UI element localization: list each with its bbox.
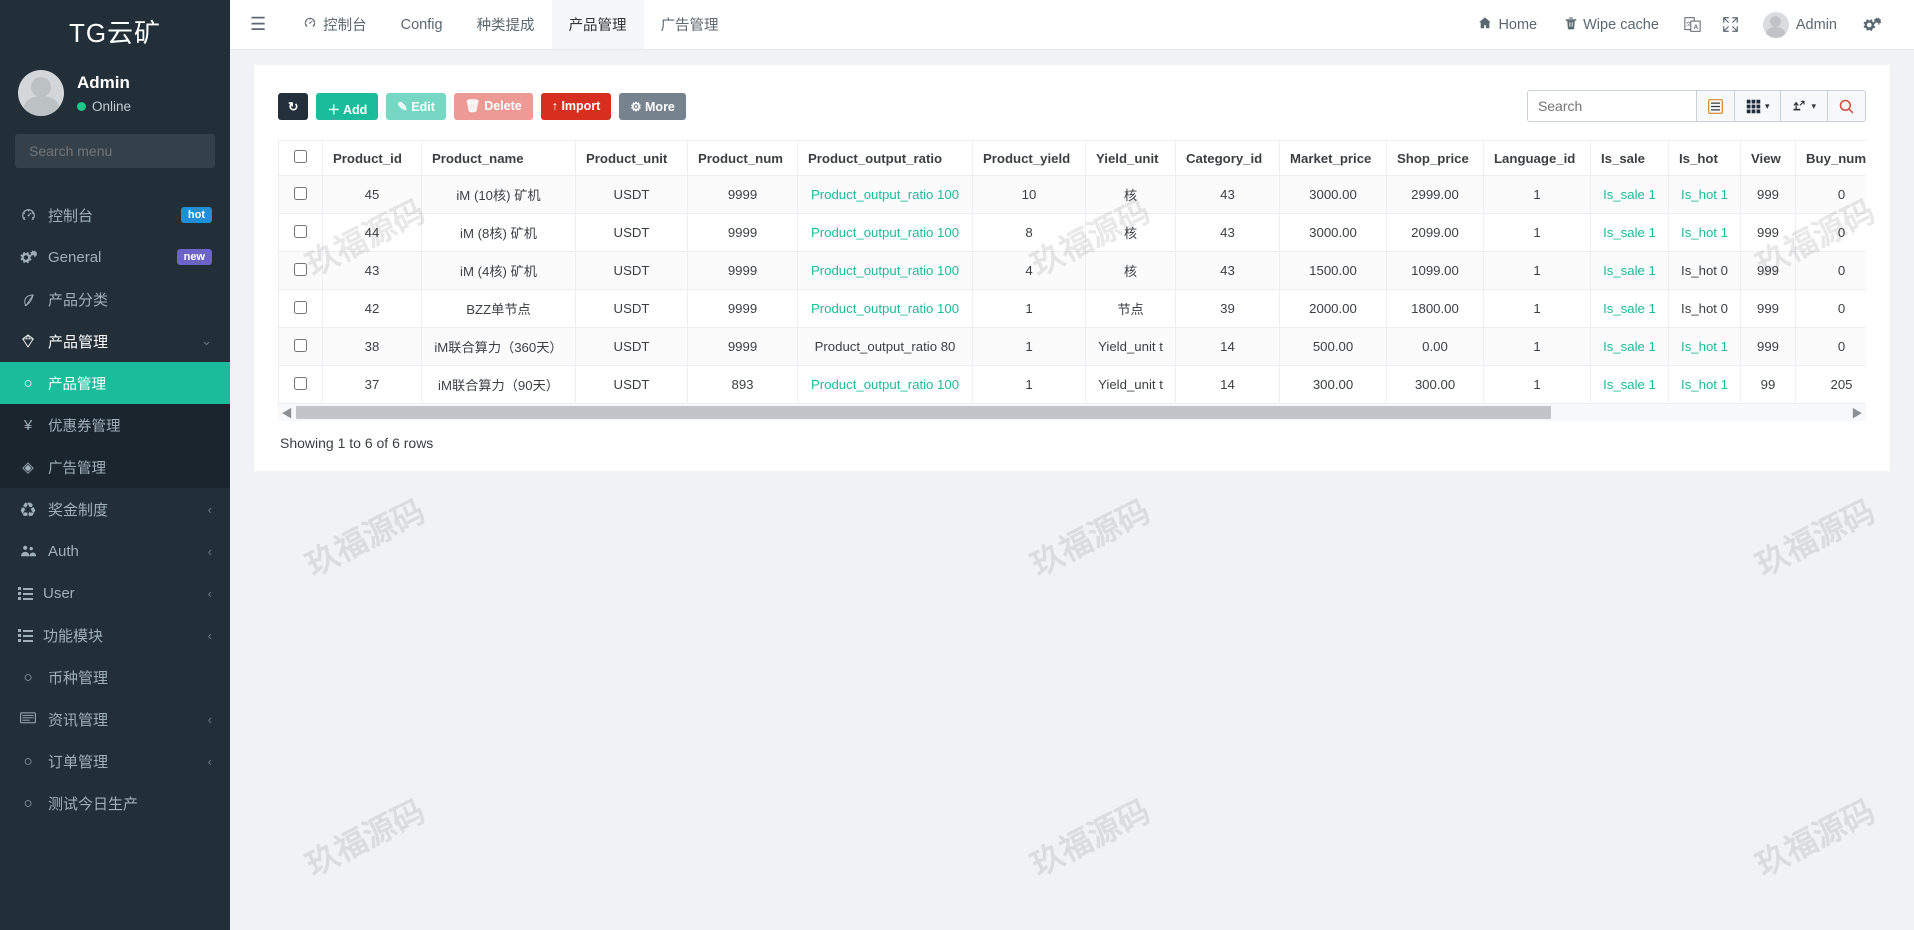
svg-text:文: 文 (1686, 20, 1692, 28)
svg-text:A: A (1693, 24, 1698, 31)
